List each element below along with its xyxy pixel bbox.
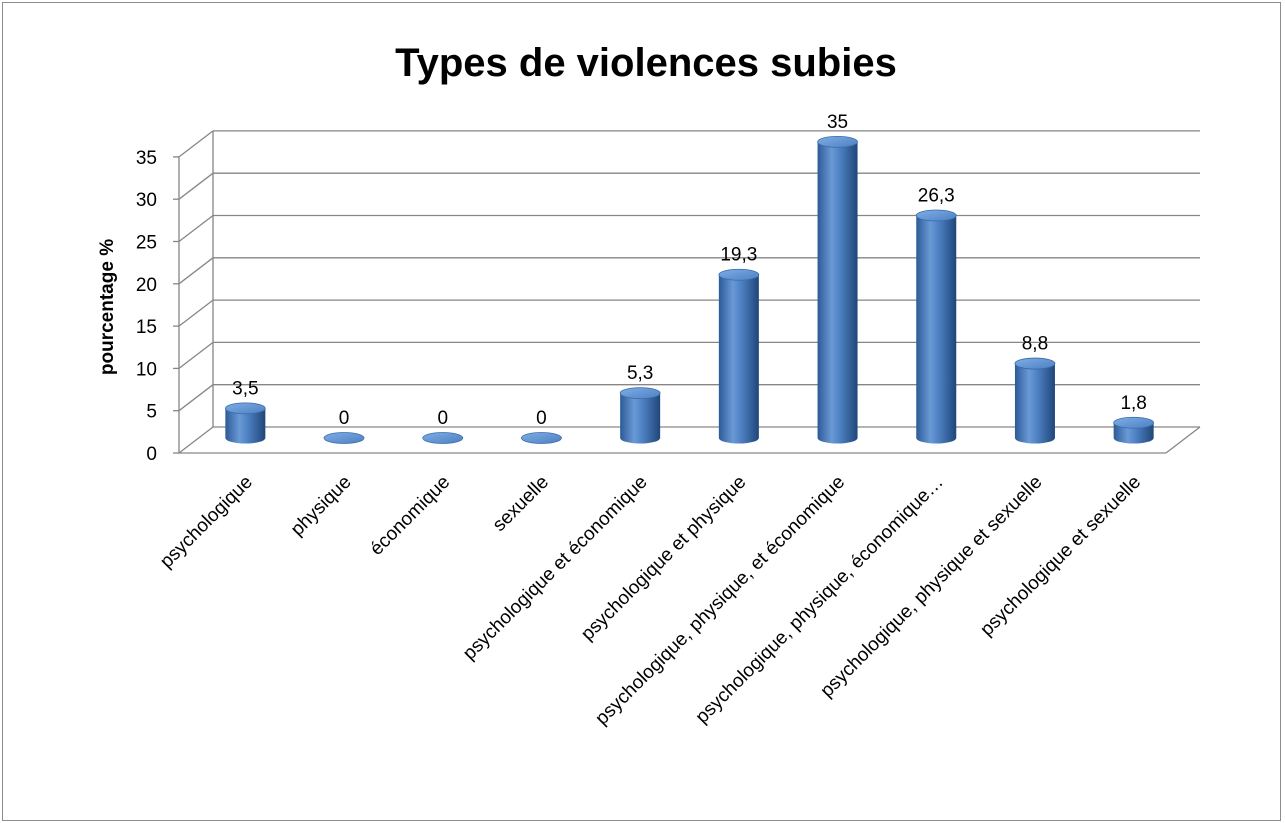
x-tick-label: psychologique et économique bbox=[459, 472, 652, 665]
data-label: 0 bbox=[339, 408, 350, 429]
bar-top bbox=[323, 432, 365, 444]
y-tick-label: 30 bbox=[136, 190, 157, 211]
bars bbox=[224, 135, 1155, 444]
data-label: 19,3 bbox=[720, 245, 757, 266]
gridline-side bbox=[178, 341, 214, 369]
x-tick-label: physique bbox=[287, 472, 356, 541]
bar bbox=[620, 393, 661, 444]
x-tick-label: économique bbox=[366, 472, 454, 560]
bar bbox=[718, 274, 759, 444]
y-tick-label: 5 bbox=[146, 402, 157, 423]
data-label: 8,8 bbox=[1022, 334, 1048, 355]
floor-edge bbox=[1165, 426, 1201, 454]
bar bbox=[1014, 363, 1055, 444]
gridline-side bbox=[178, 299, 214, 327]
gridline-side bbox=[178, 384, 214, 412]
chart-title: Types de violences subies bbox=[395, 41, 897, 85]
bar-top bbox=[1014, 357, 1056, 370]
y-tick-label: 15 bbox=[136, 317, 157, 338]
bar bbox=[225, 408, 266, 444]
x-tick-label: psychologique et sexuelle bbox=[976, 472, 1145, 641]
data-label: 3,5 bbox=[232, 378, 258, 399]
x-tick-labels: psychologique physique économique sexuellep… bbox=[156, 472, 1145, 730]
data-label: 26,3 bbox=[918, 186, 955, 207]
gridline-side bbox=[178, 257, 214, 285]
data-label: 35 bbox=[827, 112, 848, 133]
bar-top bbox=[915, 209, 957, 222]
bar bbox=[916, 215, 957, 444]
y-axis-label: pourcentage % bbox=[97, 239, 118, 375]
bar-top bbox=[619, 387, 661, 400]
bar-top bbox=[224, 402, 266, 415]
gridline-side bbox=[178, 172, 214, 200]
y-tick-label: 35 bbox=[136, 148, 157, 169]
data-label: 0 bbox=[536, 408, 547, 429]
gridline-side bbox=[178, 130, 214, 158]
data-label: 0 bbox=[437, 408, 448, 429]
x-tick-label: psychologique bbox=[156, 472, 257, 573]
bar-top bbox=[718, 268, 760, 281]
bar bbox=[817, 141, 858, 444]
bar-top bbox=[521, 432, 562, 444]
bar-top bbox=[422, 432, 464, 444]
x-tick-label: sexuelle bbox=[489, 472, 553, 536]
y-tick-label: 25 bbox=[136, 233, 157, 254]
x-tick-label: psychologique et physique bbox=[577, 472, 750, 645]
y-tick-label: 20 bbox=[136, 275, 157, 296]
y-tick-label: 10 bbox=[136, 359, 157, 380]
gridline-side bbox=[178, 214, 214, 243]
bar-chart: Types de violences subies 0 5 10 15 20 25 30 35… bbox=[97, 41, 1201, 730]
gridline-side bbox=[178, 426, 214, 454]
data-labels: 3,5 0 0 0 5,3 19,3 35 26,3 8,8 1,8 bbox=[232, 112, 1147, 429]
axes: 0 5 10 15 20 25 30 35 bbox=[136, 130, 1201, 465]
bar-top bbox=[1113, 416, 1155, 429]
data-label: 1,8 bbox=[1120, 393, 1146, 414]
bar-top bbox=[817, 135, 858, 148]
y-tick-label: 0 bbox=[146, 444, 157, 465]
data-label: 5,3 bbox=[627, 363, 653, 384]
x-tick-label: psychologique, physique et sexuelle bbox=[817, 472, 1047, 702]
